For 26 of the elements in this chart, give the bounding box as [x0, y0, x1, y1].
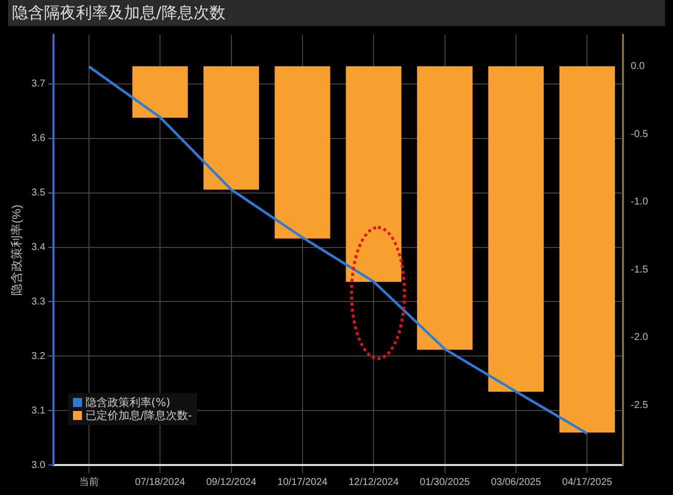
y-tick-label: 3.2: [31, 350, 46, 362]
legend-label: 已定价加息/降息次数-: [85, 409, 192, 422]
x-tick-label: 04/17/2025: [562, 476, 613, 488]
x-tick-label: 07/18/2024: [135, 476, 186, 488]
y-tick-label: 3.4: [31, 242, 46, 254]
x-tick-label: 当前: [78, 476, 99, 488]
y-tick-label: 3.0: [31, 460, 46, 471]
y-axis-title: 隐含政策利率(%): [10, 204, 24, 296]
y-tick-label: 3.1: [31, 405, 46, 416]
x-tick-label: 03/06/2025: [490, 476, 542, 488]
chart-title: 隐含隔夜利率及加息/降息次数: [8, 0, 665, 26]
y-tick-label: 3.6: [31, 133, 46, 144]
legend-label: 隐含政策利率(%): [85, 396, 170, 409]
y-tick-label: 3.7: [31, 78, 46, 90]
x-tick-label: 10/17/2024: [277, 476, 328, 488]
y-tick-label: 3.3: [31, 296, 46, 308]
y-tick-label: 3.5: [31, 188, 46, 199]
y2-tick-label: -1.0: [630, 196, 648, 208]
y2-tick-label: -2.0: [630, 332, 648, 344]
y2-tick-label: 0.0: [630, 60, 646, 72]
y2-tick-label: -1.5: [630, 264, 648, 276]
x-tick-label: 01/30/2025: [420, 476, 470, 488]
x-tick-label: 09/12/2024: [206, 476, 257, 488]
y2-tick-label: -0.5: [630, 128, 648, 140]
x-tick-label: 12/12/2024: [348, 476, 400, 488]
y2-tick-label: -2.5: [630, 400, 648, 412]
